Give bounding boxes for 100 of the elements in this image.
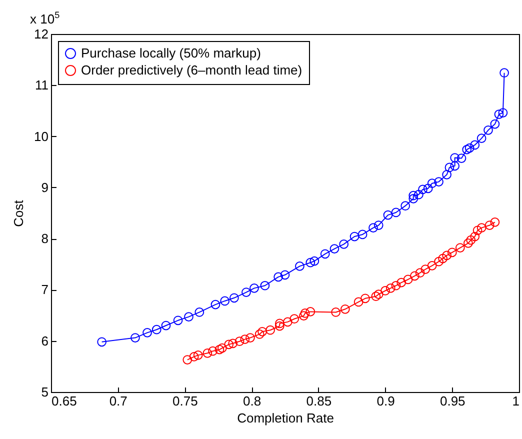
point: [310, 256, 320, 266]
legend-label: Purchase locally (50% markup): [81, 46, 261, 60]
point: [408, 194, 418, 204]
point: [214, 344, 224, 354]
point: [462, 144, 472, 154]
point: [230, 293, 239, 303]
point: [360, 294, 370, 304]
point: [383, 210, 393, 220]
point: [161, 320, 171, 330]
y-tick-label: 6: [41, 333, 48, 348]
point: [442, 170, 452, 180]
point: [470, 140, 480, 150]
point: [240, 334, 250, 344]
point: [434, 177, 444, 186]
point: [476, 134, 486, 144]
point: [427, 178, 437, 188]
point: [97, 337, 106, 347]
point: [414, 190, 424, 200]
point: [152, 324, 162, 334]
point: [234, 336, 244, 346]
point: [450, 161, 460, 171]
y-axis-title: Cost: [11, 200, 26, 227]
point: [142, 328, 152, 338]
point: [427, 261, 437, 270]
point: [210, 300, 220, 310]
point: [282, 317, 292, 327]
y-tick-label: 11: [35, 78, 48, 93]
point: [224, 340, 234, 350]
x-tick-label: 0.75: [172, 394, 198, 408]
point: [396, 278, 406, 288]
point: [208, 346, 218, 356]
point: [418, 184, 428, 194]
point: [354, 297, 364, 307]
point: [494, 110, 504, 119]
point: [258, 326, 267, 336]
point: [330, 244, 340, 254]
x-tick-label: 1: [512, 394, 520, 408]
point: [450, 153, 460, 162]
point: [306, 258, 316, 268]
point: [415, 268, 425, 278]
point: [400, 201, 410, 211]
point: [444, 162, 454, 172]
x-axis-title: Completion Rate: [237, 410, 334, 426]
point: [466, 235, 476, 245]
point: [498, 108, 508, 118]
point: [260, 280, 270, 290]
point: [306, 307, 316, 316]
point: [470, 232, 480, 242]
y-tick-label: 10: [34, 128, 48, 144]
point: [130, 333, 140, 342]
text: x 10$^{5}$: [30, 10, 60, 26]
point: [340, 304, 350, 314]
point: [299, 311, 308, 320]
point: [403, 274, 413, 284]
point: [295, 262, 304, 271]
point: [350, 232, 360, 242]
point: [339, 240, 349, 249]
x-tick-label: 0.85: [306, 394, 332, 408]
point: [391, 208, 401, 218]
point: [254, 330, 264, 339]
point: [476, 223, 486, 233]
point: [490, 119, 500, 129]
point: [290, 314, 300, 324]
point: [484, 125, 493, 135]
point: [266, 325, 275, 335]
y-tick-label: 7: [41, 282, 48, 298]
x-tick-label: 0.9: [376, 394, 395, 408]
x-tick-label: 0.95: [440, 394, 466, 408]
point: [464, 143, 474, 153]
point: [442, 250, 452, 260]
point: [374, 290, 384, 299]
y-tick-label: 5: [41, 384, 48, 400]
point: [374, 220, 384, 230]
y-tick-label: 8: [41, 231, 48, 246]
y-tick-label: 12: [34, 26, 48, 42]
point: [391, 280, 401, 290]
point: [410, 271, 420, 281]
point: [300, 308, 310, 318]
point: [434, 256, 444, 266]
point: [484, 220, 494, 230]
point: [331, 308, 340, 317]
point: [386, 284, 396, 293]
point: [456, 154, 466, 163]
point: [194, 308, 204, 317]
point: [246, 333, 255, 342]
legend-label: Order predictively (6–month lead time): [81, 62, 302, 78]
point: [500, 68, 509, 78]
point: [250, 284, 259, 293]
point: [274, 272, 283, 282]
x-tick-label: 0.7: [109, 394, 128, 408]
point: [455, 243, 465, 252]
point: [420, 264, 430, 274]
point: [280, 270, 290, 280]
point: [228, 338, 238, 348]
point: [173, 316, 183, 326]
point: [217, 343, 227, 353]
point: [472, 226, 482, 236]
point: [184, 312, 194, 322]
point: [358, 230, 368, 240]
point: [189, 352, 199, 362]
